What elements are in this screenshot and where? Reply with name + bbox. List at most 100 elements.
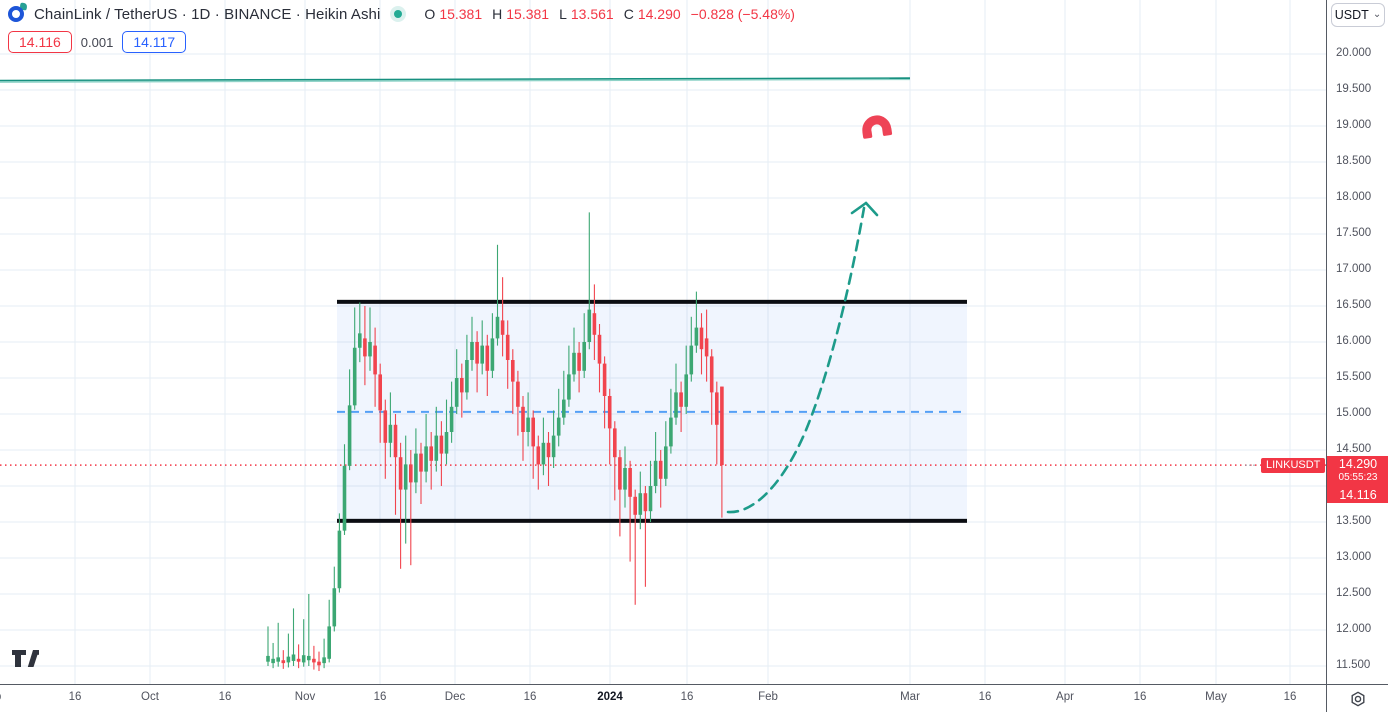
target-curve: [726, 206, 866, 514]
bid-price-tag: 14.116: [1327, 487, 1388, 503]
candle-body: [327, 626, 331, 659]
candle-body: [266, 655, 270, 662]
candle-body: [424, 446, 428, 472]
candle-body: [419, 453, 423, 472]
candle-body: [511, 360, 515, 382]
candle-body: [271, 658, 275, 664]
candle-body: [352, 347, 357, 406]
candle-body: [648, 486, 653, 512]
candle-body: [669, 417, 673, 447]
candle-body: [607, 396, 612, 429]
price-tick-label: 13.500: [1336, 515, 1372, 527]
candle-body: [373, 345, 377, 375]
candle-body: [388, 424, 393, 443]
candle-body: [465, 360, 469, 393]
symbol-title[interactable]: ChainLink / TetherUS · 1D · BINANCE · He…: [34, 5, 381, 23]
currency-dropdown[interactable]: USDT ⌄: [1331, 3, 1385, 27]
price-tick-label: 18.500: [1336, 155, 1372, 167]
candle-body: [281, 660, 286, 664]
candle-body: [490, 338, 495, 371]
time-axis-label: Feb: [758, 691, 778, 703]
chevron-down-icon: ⌄: [1372, 8, 1382, 20]
candle-body: [531, 417, 535, 447]
candle-body: [556, 417, 561, 436]
candle-body: [332, 588, 337, 627]
bid-ask-row: 14.116 0.001 14.117: [8, 31, 187, 53]
candle-body: [658, 460, 663, 479]
candle-body: [301, 655, 306, 663]
candle-body: [587, 309, 592, 342]
time-axis-label: 16: [68, 691, 82, 703]
candle-body: [317, 661, 321, 666]
close-label: C: [623, 6, 634, 22]
time-axis-label: 16: [373, 691, 387, 703]
time-axis-label: 16: [523, 691, 537, 703]
bar-countdown: 05:55:23: [1338, 472, 1378, 483]
symbol-logo-icon: [8, 2, 28, 23]
price-tick-label: 15.500: [1336, 371, 1372, 383]
candle-body: [715, 392, 719, 425]
price-tick-label: 12.000: [1336, 623, 1372, 635]
time-axis-label: 16: [1133, 691, 1147, 703]
price-axis[interactable]: USDT ⌄ 20.000 19.500 19.000 18.500 18.000 17.…: [1326, 0, 1388, 684]
candle-body: [439, 435, 444, 454]
market-status-icon[interactable]: [390, 6, 407, 22]
bid-button[interactable]: 14.116: [8, 31, 72, 53]
candle-body: [536, 446, 541, 465]
price-tick-label: 15.000: [1336, 407, 1372, 419]
time-axis-label: 16: [1283, 691, 1297, 703]
magnet-icon: [862, 115, 893, 139]
candle-body: [358, 333, 362, 348]
candle-body: [613, 428, 617, 458]
candle-body: [460, 378, 464, 393]
time-axis-label: Sep: [0, 691, 1, 703]
candle-body: [383, 410, 388, 443]
gear-icon[interactable]: [1350, 691, 1366, 707]
time-axis-label: Dec: [444, 691, 466, 703]
candle-body: [602, 363, 607, 396]
time-axis-label: 2024: [597, 691, 623, 703]
candle-body: [679, 392, 683, 407]
candle-body: [454, 378, 459, 407]
candle-body: [368, 342, 372, 357]
candle-body: [286, 656, 291, 663]
tradingview-logo-icon[interactable]: [12, 650, 39, 668]
candle-body: [475, 342, 479, 364]
candle-body: [674, 392, 678, 418]
candle-body: [572, 352, 576, 375]
candle-body: [643, 493, 648, 512]
candle-body: [653, 460, 658, 486]
chart-canvas[interactable]: [0, 0, 1326, 684]
candle-body: [541, 442, 546, 465]
candle-body: [582, 342, 586, 371]
candle-body: [546, 442, 551, 458]
candle-body: [495, 316, 500, 339]
price-tick-label: 16.500: [1336, 299, 1372, 311]
price-tick-label: 12.500: [1336, 587, 1372, 599]
candle-body: [480, 345, 484, 364]
candle-body: [709, 356, 714, 393]
price-tick-label: 19.000: [1336, 119, 1372, 131]
candle-body: [414, 453, 418, 483]
candle-body: [623, 468, 627, 490]
chart-legend[interactable]: ChainLink / TetherUS · 1D · BINANCE · He…: [8, 2, 795, 23]
candle-body: [684, 374, 688, 407]
candle-body: [398, 457, 403, 490]
candle-body: [521, 406, 525, 432]
price-tick-label: 17.500: [1336, 227, 1372, 239]
candle-body: [485, 345, 490, 371]
candle-body: [638, 493, 643, 515]
time-axis-label: Nov: [294, 691, 316, 703]
candle-body: [291, 654, 296, 661]
close-value: 14.290: [637, 6, 681, 22]
candle-body: [470, 342, 474, 360]
price-line-symbol-tag: LINKUSDT: [1261, 458, 1326, 473]
ask-button[interactable]: 14.117: [122, 31, 187, 53]
time-axis[interactable]: Sep 16 Oct 16 Nov 16 Dec 16 2024 16 Feb Mar 16 Apr 16 M…: [0, 684, 1326, 712]
more-options-dots[interactable]: ⋯: [1244, 458, 1256, 472]
axis-settings-cell[interactable]: [1326, 684, 1388, 712]
last-price-tag: 14.290 05:55:23: [1327, 456, 1388, 487]
high-value: 15.381: [506, 6, 550, 22]
range-box-top-border: [337, 299, 967, 304]
price-tick-label: 19.500: [1336, 83, 1372, 95]
